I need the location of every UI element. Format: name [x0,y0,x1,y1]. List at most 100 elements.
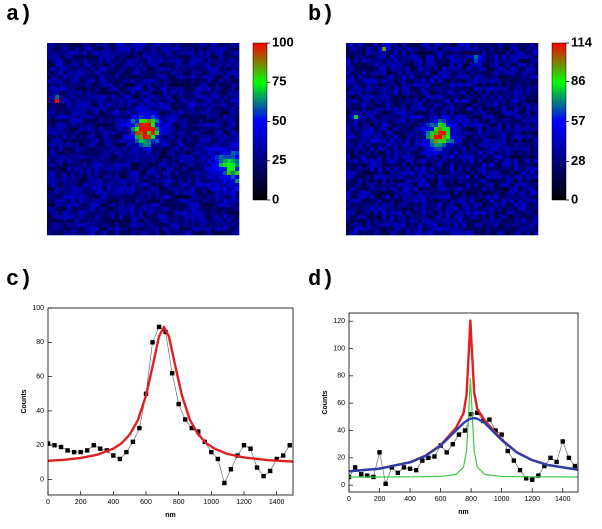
heatmap-pixel [498,191,503,196]
heatmap-pixel [139,211,144,216]
heatmap-pixel [458,211,463,216]
heatmap-pixel [143,131,148,136]
heatmap-pixel [51,147,56,152]
heatmap-pixel [382,199,387,204]
heatmap-pixel [370,199,375,204]
heatmap-pixel [498,175,503,180]
heatmap-pixel [83,63,88,68]
heatmap-pixel [518,139,523,144]
heatmap-pixel [123,123,128,128]
heatmap-pixel [111,127,116,132]
heatmap-pixel [378,131,383,136]
heatmap-pixel [402,187,407,192]
heatmap-pixel [462,79,467,84]
heatmap-pixel [394,167,399,172]
x-tick-label: 0 [347,496,351,503]
heatmap-pixel [482,59,487,64]
heatmap-pixel [71,43,76,48]
heatmap-pixel [151,83,156,88]
heatmap-pixel [478,215,483,220]
heatmap-pixel [191,99,196,104]
heatmap-pixel [514,107,519,112]
heatmap-pixel [187,123,192,128]
heatmap-pixel [67,107,72,112]
heatmap-pixel [87,111,92,116]
heatmap-pixel [119,43,124,48]
heatmap-pixel [406,43,411,48]
heatmap-pixel [199,127,204,132]
heatmap-pixel [386,167,391,172]
heatmap-pixel [223,203,228,208]
heatmap-pixel [95,227,100,232]
heatmap-pixel [446,111,451,116]
heatmap-pixel [402,219,407,224]
heatmap-pixel [127,191,132,196]
plot-frame [348,312,579,493]
heatmap-pixel [354,87,359,92]
heatmap-pixel [91,131,96,136]
heatmap-pixel [151,199,156,204]
heatmap-pixel [514,183,519,188]
heatmap-pixel [171,187,176,192]
heatmap-pixel [55,219,60,224]
data-point [499,432,504,437]
heatmap-pixel [518,231,523,236]
heatmap-pixel [179,131,184,136]
heatmap-pixel [219,43,224,48]
heatmap-pixel [382,171,387,176]
heatmap-pixel [107,187,112,192]
heatmap-pixel [107,179,112,184]
heatmap-pixel [346,135,351,140]
heatmap-pixel [474,79,479,84]
heatmap-pixel [434,135,439,140]
heatmap-pixel [414,215,419,220]
heatmap-pixel [171,99,176,104]
heatmap-pixel [143,211,148,216]
heatmap-pixel [386,135,391,140]
heatmap-pixel [171,135,176,140]
data-point [426,455,431,461]
heatmap-pixel [430,171,435,176]
heatmap-pixel [235,143,240,148]
heatmap-pixel [498,135,503,140]
heatmap-pixel [410,215,415,220]
heatmap-pixel [370,119,375,124]
heatmap-pixel [123,51,128,56]
heatmap-pixel [67,119,72,124]
heatmap-pixel [103,139,108,144]
heatmap-pixel [450,95,455,100]
heatmap-pixel [143,227,148,232]
heatmap-pixel [191,119,196,124]
heatmap-pixel [123,91,128,96]
heatmap-pixel [354,231,359,236]
heatmap-pixel [518,47,523,52]
heatmap-pixel [107,223,112,228]
heatmap-pixel [71,151,76,156]
heatmap-pixel [410,211,415,216]
heatmap-pixel [151,135,156,140]
heatmap-pixel [530,87,535,92]
heatmap-pixel [95,127,100,132]
heatmap-pixel [374,199,379,204]
heatmap-pixel [522,79,527,84]
heatmap-pixel [510,71,515,76]
heatmap-pixel [466,123,471,128]
heatmap-pixel [366,199,371,204]
heatmap-pixel [187,211,192,216]
heatmap-pixel [454,171,459,176]
heatmap-pixel [458,203,463,208]
heatmap-pixel [83,151,88,156]
heatmap-pixel [211,231,216,236]
heatmap-pixel [498,147,503,152]
heatmap-pixel [223,151,228,156]
heatmap-pixel [498,67,503,72]
heatmap-pixel [502,99,507,104]
heatmap-pixel [530,159,535,164]
heatmap-pixel [123,143,128,148]
heatmap-pixel [478,223,483,228]
heatmap-pixel [474,75,479,80]
heatmap-pixel [478,127,483,132]
heatmap-pixel [518,187,523,192]
heatmap-pixel [107,91,112,96]
heatmap-pixel [159,139,164,144]
